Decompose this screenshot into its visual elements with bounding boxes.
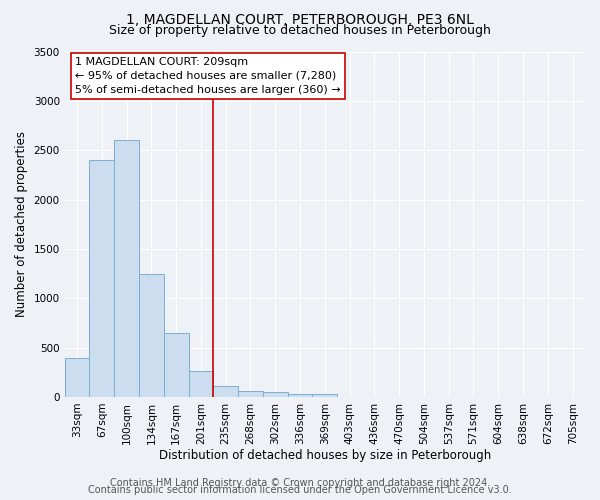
Bar [89,160,114,397]
Bar [238,391,263,397]
Text: 1 MAGDELLAN COURT: 209sqm
← 95% of detached houses are smaller (7,280)
5% of sem: 1 MAGDELLAN COURT: 209sqm ← 95% of detac… [75,56,341,94]
Bar [313,394,337,397]
Bar [114,140,139,397]
Bar [139,274,164,397]
Bar [214,386,238,397]
X-axis label: Distribution of detached houses by size in Peterborough: Distribution of detached houses by size … [159,450,491,462]
Bar [164,333,188,397]
Bar [65,358,89,397]
Bar [188,372,214,397]
Text: Contains HM Land Registry data © Crown copyright and database right 2024.: Contains HM Land Registry data © Crown c… [110,478,490,488]
Text: Contains public sector information licensed under the Open Government Licence v3: Contains public sector information licen… [88,485,512,495]
Text: Size of property relative to detached houses in Peterborough: Size of property relative to detached ho… [109,24,491,37]
Text: 1, MAGDELLAN COURT, PETERBOROUGH, PE3 6NL: 1, MAGDELLAN COURT, PETERBOROUGH, PE3 6N… [126,12,474,26]
Y-axis label: Number of detached properties: Number of detached properties [15,131,28,317]
Bar [263,392,287,397]
Bar [287,394,313,397]
